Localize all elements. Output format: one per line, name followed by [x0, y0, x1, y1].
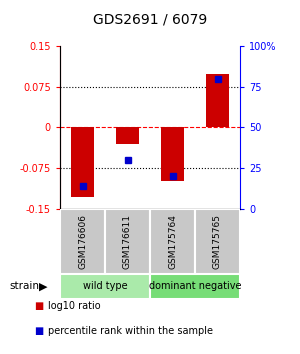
Bar — [71, 127, 94, 197]
Bar — [105, 209, 150, 274]
Bar — [60, 209, 105, 274]
Bar — [195, 209, 240, 274]
Text: GSM175765: GSM175765 — [213, 214, 222, 269]
Bar — [150, 209, 195, 274]
Text: ■: ■ — [34, 301, 43, 311]
Bar — [150, 274, 240, 299]
Text: GDS2691 / 6079: GDS2691 / 6079 — [93, 12, 207, 27]
Text: percentile rank within the sample: percentile rank within the sample — [48, 326, 213, 336]
Bar — [161, 127, 184, 181]
Text: GSM176611: GSM176611 — [123, 214, 132, 269]
Text: GSM175764: GSM175764 — [168, 214, 177, 269]
Text: dominant negative: dominant negative — [149, 281, 241, 291]
Text: ▶: ▶ — [39, 281, 48, 291]
Bar — [206, 74, 229, 127]
Text: strain: strain — [9, 281, 39, 291]
Text: log10 ratio: log10 ratio — [48, 301, 100, 311]
Bar — [60, 274, 150, 299]
Text: GSM176606: GSM176606 — [78, 214, 87, 269]
Text: wild type: wild type — [83, 281, 127, 291]
Text: ■: ■ — [34, 326, 43, 336]
Bar — [116, 127, 139, 144]
